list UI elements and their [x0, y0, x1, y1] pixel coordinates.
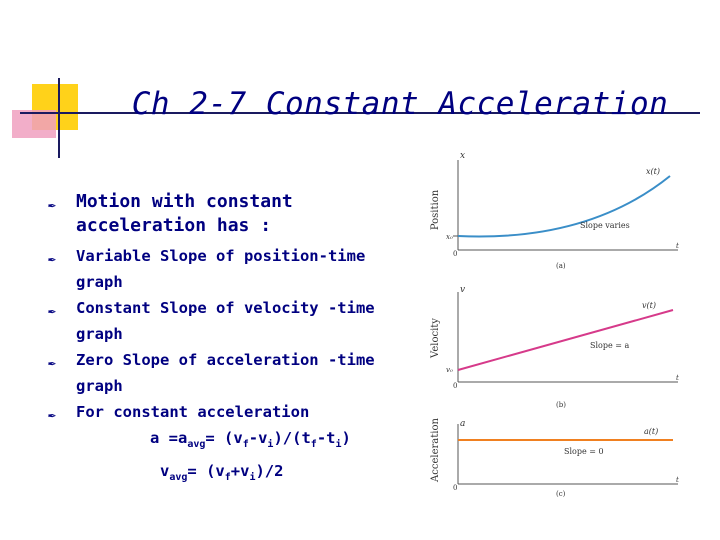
pen-bullet-icon: ✒: [48, 408, 56, 423]
position-t-label: t: [676, 242, 679, 250]
acceleration-caption: (c): [556, 490, 566, 498]
position-caption: (a): [556, 262, 566, 270]
velocity-axis-label: Velocity: [430, 318, 441, 359]
acceleration-curve-label: a(t): [644, 427, 658, 436]
pen-bullet-icon: ✒: [48, 356, 56, 371]
pen-bullet-icon: ✒: [48, 304, 56, 319]
decorative-horizontal-line: [20, 112, 700, 114]
velocity-origin-label: 0: [453, 382, 457, 390]
pen-bullet-icon: ✒: [48, 252, 56, 267]
velocity-graph: Velocity v v(t) Slope = a v₀ 0 t (b): [430, 285, 679, 409]
velocity-line: [457, 309, 674, 371]
decorative-vertical-line: [58, 78, 60, 158]
slide-title: Ch 2-7 Constant Acceleration: [131, 86, 669, 122]
bullet-item: ✒ Constant Slope of velocity -time graph: [48, 295, 418, 347]
position-axis-label: Position: [430, 189, 441, 230]
velocity-v0-label: v₀: [446, 366, 453, 374]
bullet-item: ✒ Motion with constant acceleration has …: [48, 190, 418, 238]
velocity-caption: (b): [556, 401, 566, 409]
velocity-slope-label: Slope = a: [590, 341, 630, 350]
position-origin-label: 0: [453, 250, 457, 258]
acceleration-axis-label: Acceleration: [430, 418, 441, 483]
acceleration-t-label: t: [676, 476, 679, 484]
pen-bullet-icon: ✒: [48, 198, 56, 213]
velocity-t-label: t: [676, 374, 679, 382]
position-curve-label: x(t): [646, 167, 660, 176]
bullet-item: ✒ Zero Slope of acceleration -time graph: [48, 347, 418, 399]
acceleration-slope-label: Slope = 0: [564, 447, 604, 456]
position-y-axis-letter: x: [460, 151, 465, 161]
velocity-curve-label: v(t): [642, 301, 656, 310]
position-x0-label: x₀: [446, 233, 453, 241]
acceleration-y-axis-letter: a: [460, 419, 465, 429]
acceleration-origin-label: 0: [453, 484, 457, 492]
decorative-pink-rectangle: [12, 110, 56, 138]
bullet-text: Variable Slope of position-time graph: [76, 247, 366, 291]
velocity-y-axis-letter: v: [460, 285, 465, 295]
formula-average-velocity: vavg= (vf+vi)/2: [160, 462, 284, 484]
bullet-item: ✒ Variable Slope of position-time graph: [48, 243, 418, 295]
formula-acceleration: a =aavg= (vf-vi)/(tf-ti): [150, 429, 351, 451]
bullet-text: Zero Slope of acceleration -time graph: [76, 351, 375, 395]
acceleration-graph: Acceleration a a(t) Slope = 0 0 t (c): [430, 418, 679, 498]
motion-graphs-figure: Position x x(t) Slope varies x₀ 0 t (a) …: [430, 151, 679, 498]
position-curve: [457, 175, 671, 238]
position-graph: Position x x(t) Slope varies x₀ 0 t (a): [430, 151, 679, 270]
bullet-text: Constant Slope of velocity -time graph: [76, 299, 375, 343]
bullet-text: For constant acceleration: [76, 403, 310, 421]
bullet-item: ✒ For constant acceleration: [48, 399, 418, 425]
bullet-list: ✒ Motion with constant acceleration has …: [48, 190, 418, 491]
bullet-text: Motion with constant acceleration has :: [76, 191, 293, 236]
position-slope-label: Slope varies: [580, 221, 630, 230]
